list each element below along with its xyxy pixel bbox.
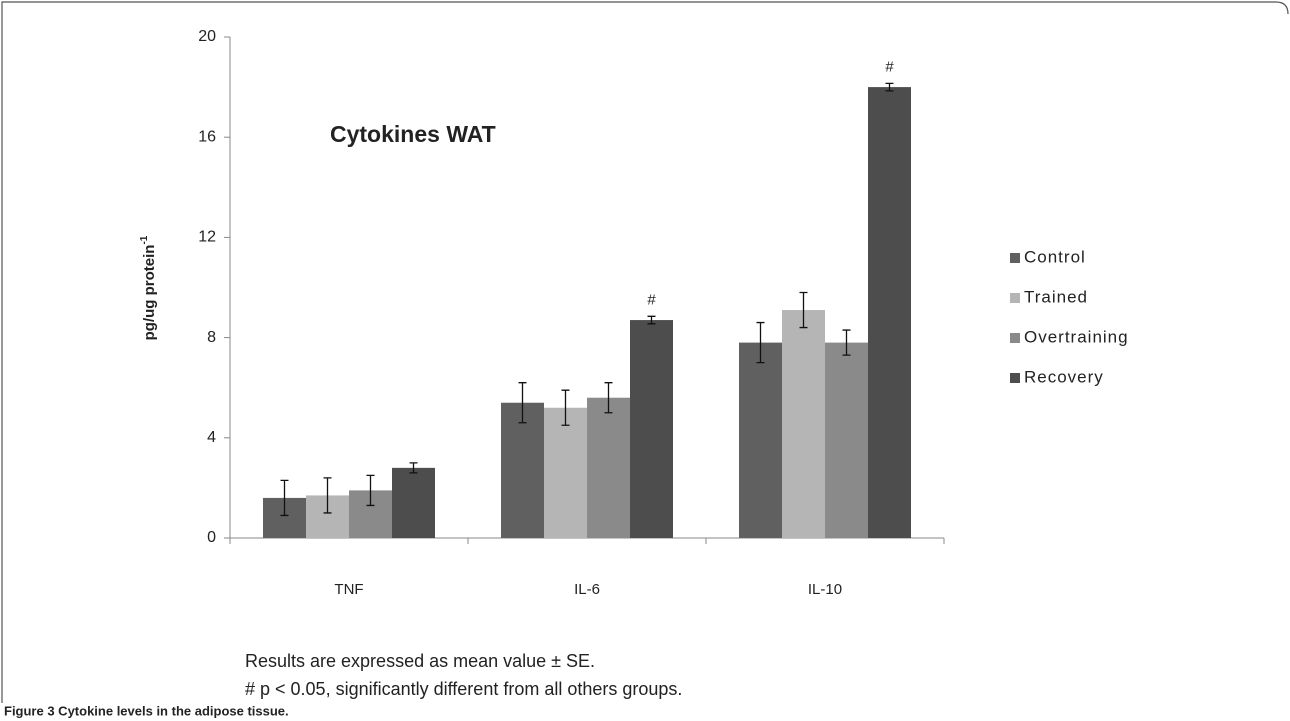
bar (825, 342, 868, 538)
bar (868, 87, 911, 538)
bar (392, 467, 435, 538)
x-tick-label: TNF (334, 581, 363, 598)
y-tick-label: 20 (198, 28, 216, 45)
y-axis-label-superscript: -1 (139, 235, 150, 244)
y-axis-label-text: pg/ug protein (141, 245, 158, 341)
caption: Figure 3 Cytokine levels in the adipose … (4, 703, 289, 718)
legend-swatch (1010, 333, 1020, 343)
legend-swatch (1010, 253, 1020, 263)
chart-title: Cytokines WAT (330, 121, 496, 147)
error-bar (799, 291, 808, 329)
y-tick-label: 0 (207, 529, 216, 546)
legend-label: Control (1024, 247, 1086, 266)
frame (1, 1, 1289, 703)
y-axis-label: pg/ug protein-1 (139, 235, 158, 340)
legend-swatch (1010, 373, 1020, 383)
annotation: # (885, 58, 894, 75)
error-bar (561, 389, 570, 426)
bar (630, 320, 673, 538)
bar (782, 310, 825, 538)
error-bar (409, 462, 418, 474)
legend-swatch (1010, 293, 1020, 303)
y-tick-label: 4 (207, 429, 216, 446)
y-tick-label: 12 (198, 229, 216, 246)
x-tick-label: IL-10 (808, 581, 842, 598)
error-bar (518, 382, 527, 424)
error-bar (604, 382, 613, 414)
bar (501, 402, 544, 538)
error-bar (323, 477, 332, 514)
error-bar (366, 474, 375, 507)
legend-label: Trained (1024, 287, 1088, 306)
error-bar (647, 315, 656, 325)
error-bar (842, 329, 851, 356)
note: # p < 0.05, significantly different from… (245, 679, 682, 699)
x-tick-label: IL-6 (574, 581, 600, 598)
y-tick-label: 16 (198, 128, 216, 145)
bar (739, 342, 782, 538)
note: Results are expressed as mean value ± SE… (245, 651, 595, 671)
legend-label: Overtraining (1024, 327, 1129, 346)
error-bar (280, 479, 289, 517)
legend-label: Recovery (1024, 367, 1104, 386)
bar (544, 407, 587, 538)
annotation: # (647, 291, 656, 308)
bar (587, 397, 630, 538)
error-bar (756, 321, 765, 364)
error-bar (885, 82, 894, 92)
y-tick-label: 8 (207, 329, 216, 346)
